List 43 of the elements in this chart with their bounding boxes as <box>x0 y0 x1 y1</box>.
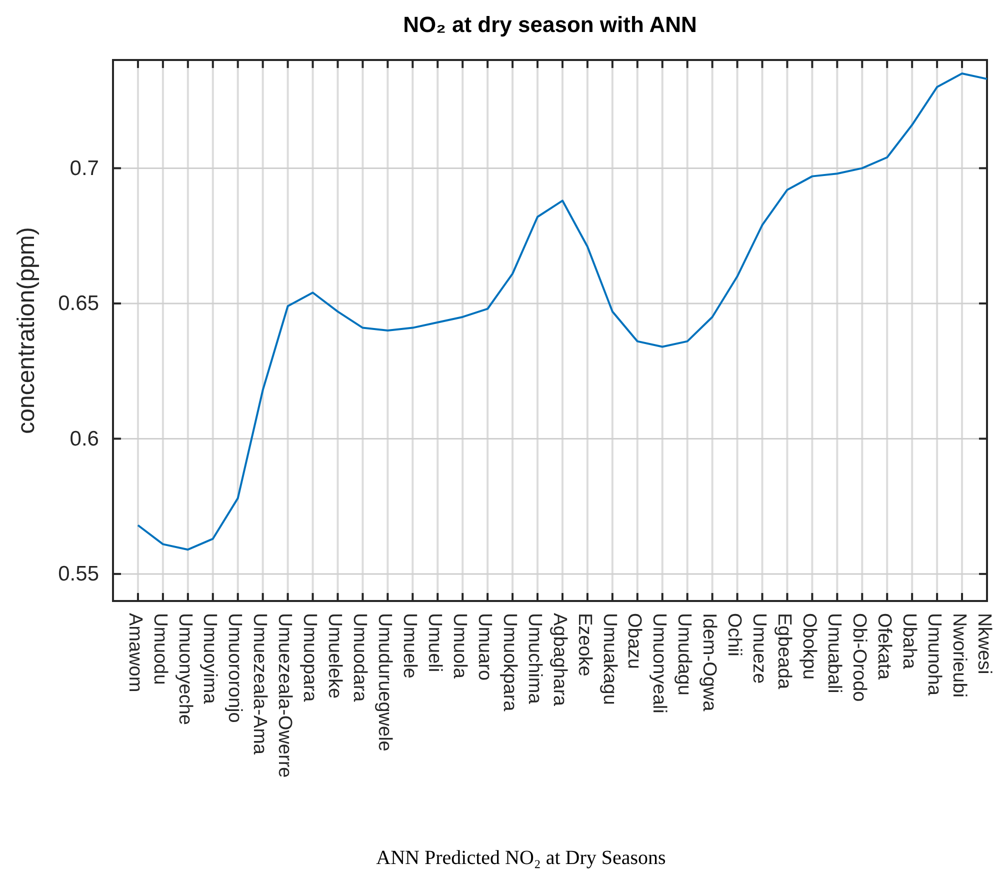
y-tick-label: 0.6 <box>70 427 99 450</box>
x-tick-label: Umuabali <box>824 613 845 694</box>
x-tick-label: Umueli <box>424 613 445 672</box>
line-series <box>136 72 988 551</box>
x-tick-label: Umuele <box>399 613 420 678</box>
x-tick-label: Umuopara <box>299 613 320 702</box>
x-tick-label: Umuonyeali <box>648 613 670 714</box>
y-tick-label: 0.65 <box>58 292 99 316</box>
x-tick-label: Umuororonjo <box>224 613 246 723</box>
x-tick-label: Ezeoke <box>574 613 595 676</box>
y-tick-label: 0.7 <box>70 156 99 180</box>
x-tick-label: Umuonyeche <box>174 613 196 725</box>
x-tick-label: Umueleke <box>324 613 346 699</box>
y-tick-label: 0.55 <box>58 562 99 586</box>
x-tick-label: Umuchima <box>524 613 545 704</box>
x-tick-label: Agbaghara <box>548 613 570 706</box>
x-tick-label: Umuoyima <box>199 613 220 704</box>
x-tick-label: Umueze <box>748 613 770 684</box>
x-tick-label: Umuakagu <box>598 613 620 705</box>
x-tick-label: Nkwesi <box>973 613 994 674</box>
x-tick-label: Obi-Orodo <box>848 613 870 702</box>
x-tick-label: Ubaha <box>898 613 920 670</box>
x-tick-label: Umuola <box>448 613 470 679</box>
x-tick-label: Umunoha <box>923 613 944 696</box>
x-tick-label: Egbeada <box>774 613 795 690</box>
x-tick-label: Umudagu <box>674 613 695 696</box>
x-tick-label: Umuduruegwele <box>374 613 396 752</box>
x-axis-title: ANN Predicted NO₂ at Dry Seasons <box>376 847 666 869</box>
x-tick-label: Amawom <box>124 613 146 692</box>
x-tick-label: Ochii <box>724 613 745 656</box>
x-tick-label: Umuodara <box>349 613 370 702</box>
x-tick-label: Obazu <box>624 613 645 669</box>
x-tick-label: Umuaro <box>474 613 495 681</box>
x-tick-label: Umuokpara <box>498 613 520 712</box>
x-tick-label: Idem-Ogwa <box>698 613 720 712</box>
x-tick-label: Umuezeala-Ama <box>249 613 270 755</box>
x-tick-label: Ofekata <box>873 613 894 680</box>
x-tick-label: Obokpu <box>798 613 820 680</box>
x-tick-label: Umuezeala-Owerre <box>274 613 296 778</box>
x-tick-label: Nworieubi <box>948 613 970 698</box>
x-tick-label: Umuodu <box>149 613 170 685</box>
chart-title: NO₂ at dry season with ANN <box>403 12 697 37</box>
y-axis-title: concentration(ppm) <box>13 227 40 434</box>
